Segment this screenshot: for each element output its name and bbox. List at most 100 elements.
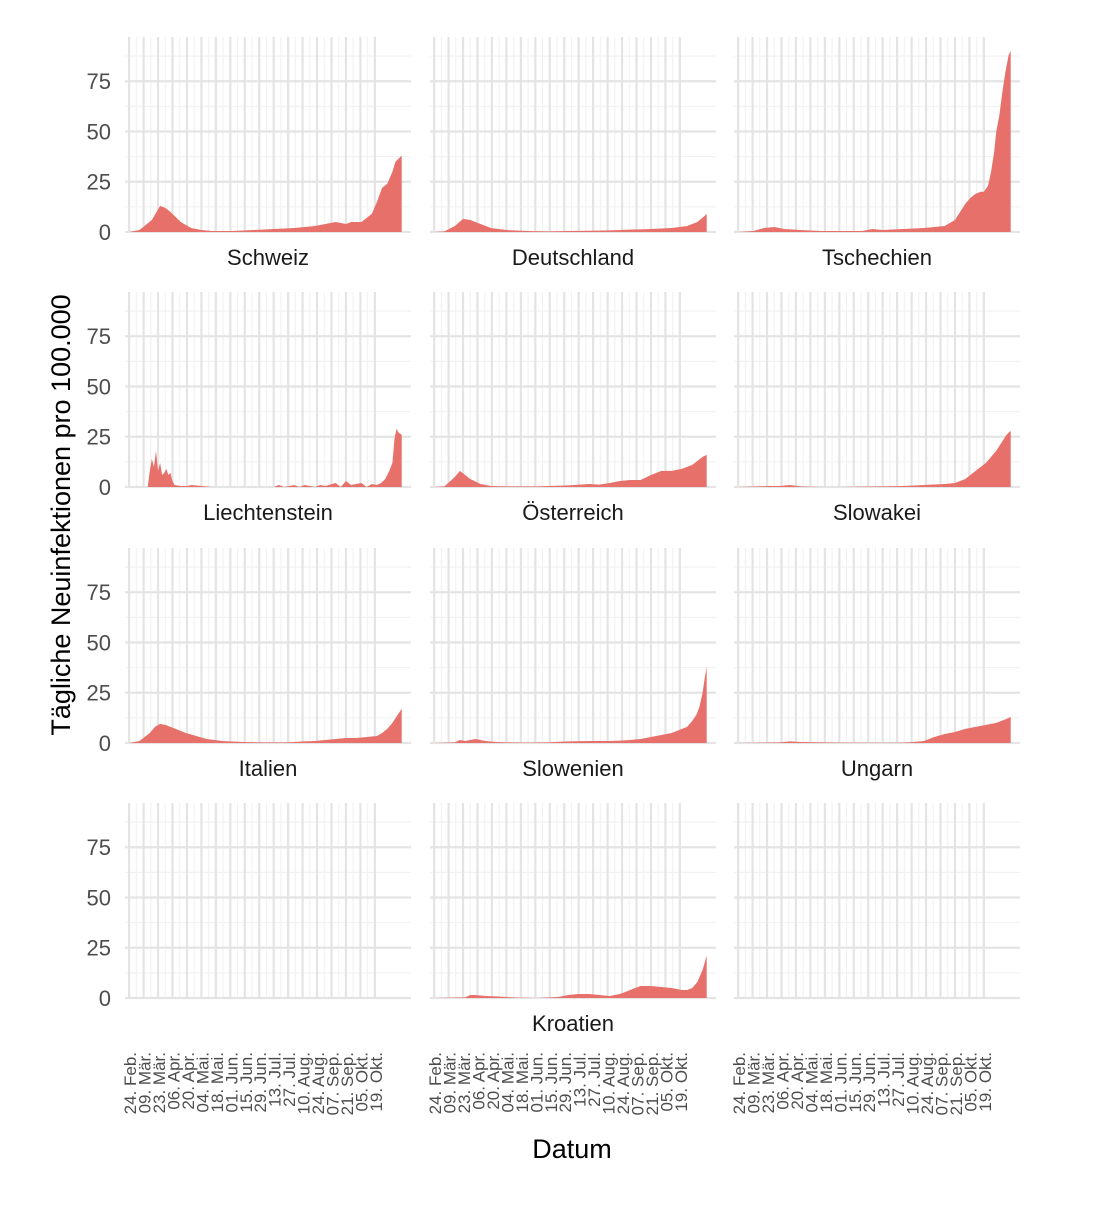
x-tick-label: 23. Mär. bbox=[759, 1052, 778, 1113]
x-tick-label: 21. Sep. bbox=[338, 1052, 357, 1115]
x-tick-label: 29. Jun. bbox=[556, 1052, 575, 1113]
y-tick-label: 75 bbox=[87, 69, 111, 94]
x-tick-label: 10. Aug. bbox=[600, 1052, 619, 1114]
area-series-oesterreich bbox=[434, 454, 707, 487]
panel-ungarn: Ungarn bbox=[734, 548, 1020, 781]
x-tick-label: 06. Apr. bbox=[164, 1052, 183, 1110]
panel-title-schweiz: Schweiz bbox=[227, 245, 309, 270]
panel-title-tschechien: Tschechien bbox=[822, 245, 932, 270]
y-tick-label: 75 bbox=[87, 580, 111, 605]
y-tick-label: 50 bbox=[87, 630, 111, 655]
y-tick-label: 50 bbox=[87, 885, 111, 910]
x-tick-label: 20. Apr. bbox=[484, 1052, 503, 1110]
y-tick-label: 25 bbox=[87, 170, 111, 195]
x-tick-label: 24. Aug. bbox=[614, 1052, 633, 1114]
x-tick-label: 09. Mär. bbox=[745, 1052, 764, 1113]
x-tick-label: 23. Mär. bbox=[150, 1052, 169, 1113]
panel-oesterreich: Österreich bbox=[430, 292, 716, 525]
x-tick-label: 18. Mai. bbox=[513, 1052, 532, 1112]
panel-kroatien: Kroatien bbox=[430, 803, 716, 1036]
y-tick-label: 0 bbox=[99, 220, 111, 245]
panel-empty-11 bbox=[734, 803, 1020, 1000]
panel-title-deutschland: Deutschland bbox=[512, 245, 634, 270]
area-series-slowakei bbox=[738, 430, 1011, 487]
y-tick-label: 50 bbox=[87, 374, 111, 399]
x-tick-label: 21. Sep. bbox=[643, 1052, 662, 1115]
y-tick-label: 75 bbox=[87, 324, 111, 349]
x-tick-label: 24. Feb. bbox=[426, 1052, 445, 1114]
x-tick-label: 07. Sep. bbox=[933, 1052, 952, 1115]
x-tick-label: 19. Okt. bbox=[976, 1052, 995, 1112]
panel-empty-9: 0 25 50 75 bbox=[87, 803, 411, 1011]
panel-slowakei: Slowakei bbox=[734, 292, 1020, 525]
x-tick-label: 13. Jul. bbox=[571, 1052, 590, 1107]
x-tick-label: 09. Mär. bbox=[136, 1052, 155, 1113]
x-tick-label: 24. Aug. bbox=[918, 1052, 937, 1114]
x-tick-label: 06. Apr. bbox=[469, 1052, 488, 1110]
x-tick-label: 18. Mai. bbox=[817, 1052, 836, 1112]
x-tick-label: 18. Mai. bbox=[208, 1052, 227, 1112]
x-tick-label: 21. Sep. bbox=[947, 1052, 966, 1115]
x-tick-label: 13. Jul. bbox=[266, 1052, 285, 1107]
x-tick-label: 01. Jun. bbox=[831, 1052, 850, 1113]
area-series-schweiz bbox=[129, 155, 402, 232]
y-tick-label: 0 bbox=[99, 475, 111, 500]
panel-deutschland: Deutschland bbox=[430, 37, 716, 270]
panel-title-italien: Italien bbox=[239, 756, 298, 781]
x-tick-label: 04. Mai. bbox=[193, 1052, 212, 1112]
x-tick-label: 27. Jul. bbox=[889, 1052, 908, 1107]
x-tick-label: 15. Jun. bbox=[542, 1052, 561, 1113]
x-axis-ticks-col-3: 24. Feb.09. Mär.23. Mär.06. Apr.20. Apr.… bbox=[730, 1052, 995, 1115]
area-series-ungarn bbox=[738, 716, 1011, 743]
x-tick-label: 04. Mai. bbox=[498, 1052, 517, 1112]
x-tick-label: 04. Mai. bbox=[802, 1052, 821, 1112]
panel-title-ungarn: Ungarn bbox=[841, 756, 913, 781]
y-tick-label: 50 bbox=[87, 119, 111, 144]
area-series-deutschland bbox=[434, 213, 707, 232]
panel-italien: 0 25 50 75 Italien bbox=[87, 548, 411, 781]
x-axis-ticks-col-2: 24. Feb.09. Mär.23. Mär.06. Apr.20. Apr.… bbox=[426, 1052, 691, 1115]
panel-tschechien: Tschechien bbox=[734, 37, 1020, 270]
panel-title-slowenien: Slowenien bbox=[522, 756, 624, 781]
area-series-kroatien bbox=[434, 955, 707, 998]
x-tick-label: 09. Mär. bbox=[441, 1052, 460, 1113]
x-tick-label: 01. Jun. bbox=[222, 1052, 241, 1113]
panel-title-liechtenstein: Liechtenstein bbox=[203, 500, 333, 525]
x-tick-label: 07. Sep. bbox=[629, 1052, 648, 1115]
x-tick-label: 24. Feb. bbox=[121, 1052, 140, 1114]
y-tick-label: 0 bbox=[99, 986, 111, 1011]
x-tick-label: 10. Aug. bbox=[904, 1052, 923, 1114]
y-tick-label: 75 bbox=[87, 835, 111, 860]
x-tick-label: 07. Sep. bbox=[324, 1052, 343, 1115]
x-tick-label: 24. Feb. bbox=[730, 1052, 749, 1114]
y-axis-title: Tägliche Neuinfektionen pro 100.000 bbox=[46, 294, 76, 735]
x-tick-label: 10. Aug. bbox=[295, 1052, 314, 1114]
y-tick-label: 25 bbox=[87, 936, 111, 961]
area-series-slowenien bbox=[434, 666, 707, 743]
x-axis-title: Datum bbox=[532, 1134, 612, 1164]
x-tick-label: 05. Okt. bbox=[352, 1052, 371, 1112]
area-series-liechtenstein bbox=[129, 428, 402, 487]
panel-title-oesterreich: Österreich bbox=[522, 500, 623, 525]
panel-schweiz: 0 25 50 75 Schweiz bbox=[87, 37, 411, 270]
x-axis-ticks-col-1: 24. Feb.09. Mär.23. Mär.06. Apr.20. Apr.… bbox=[121, 1052, 386, 1115]
x-tick-label: 01. Jun. bbox=[527, 1052, 546, 1113]
x-tick-label: 15. Jun. bbox=[846, 1052, 865, 1113]
x-tick-label: 13. Jul. bbox=[875, 1052, 894, 1107]
panel-title-slowakei: Slowakei bbox=[833, 500, 921, 525]
x-tick-label: 15. Jun. bbox=[237, 1052, 256, 1113]
y-tick-label: 0 bbox=[99, 731, 111, 756]
x-tick-label: 20. Apr. bbox=[179, 1052, 198, 1110]
x-tick-label: 24. Aug. bbox=[309, 1052, 328, 1114]
x-tick-label: 27. Jul. bbox=[280, 1052, 299, 1107]
x-tick-label: 29. Jun. bbox=[860, 1052, 879, 1113]
x-tick-label: 23. Mär. bbox=[455, 1052, 474, 1113]
y-tick-label: 25 bbox=[87, 681, 111, 706]
x-tick-label: 19. Okt. bbox=[367, 1052, 386, 1112]
x-tick-label: 06. Apr. bbox=[773, 1052, 792, 1110]
x-tick-label: 05. Okt. bbox=[961, 1052, 980, 1112]
area-series-italien bbox=[129, 708, 402, 743]
x-tick-label: 29. Jun. bbox=[251, 1052, 270, 1113]
